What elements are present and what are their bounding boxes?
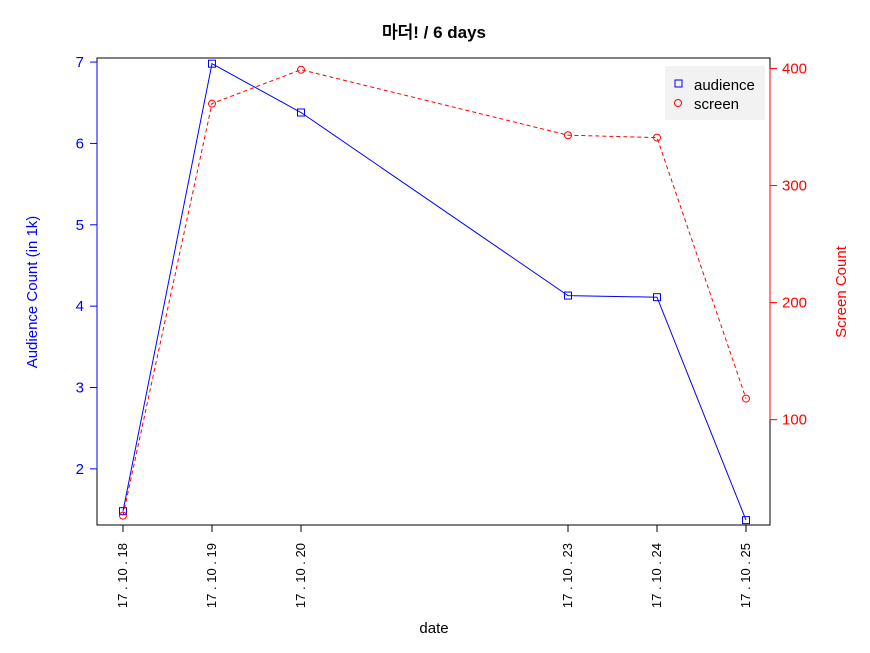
x-tick-label: 17 . 10 . 20	[293, 543, 308, 608]
legend-circle-marker-icon	[674, 99, 682, 107]
legend-entry-audience: audience	[694, 77, 755, 94]
data-point-screen	[119, 511, 127, 520]
x-axis-label: date	[419, 620, 448, 637]
x-tick-label: 17 . 10 . 18	[115, 543, 130, 608]
left-tick-label: 2	[76, 461, 84, 478]
right-tick-label: 300	[782, 178, 807, 195]
data-point-audience	[653, 293, 661, 302]
data-point-audience	[297, 108, 305, 117]
x-tick-label: 17 . 10 . 25	[738, 543, 753, 608]
data-point-screen	[297, 65, 305, 74]
data-point-audience	[564, 291, 572, 300]
legend-square-marker-icon	[674, 79, 683, 88]
data-point-audience	[208, 59, 216, 68]
x-axis: 17 . 10 . 18 17 . 10 . 19 17 . 10 . 20 17 .…	[115, 524, 753, 608]
data-point-screen	[653, 133, 661, 142]
legend: audience screen	[665, 66, 765, 120]
right-y-axis: 100 200 300 400	[769, 61, 807, 429]
legend-box	[665, 66, 765, 120]
x-tick-label: 17 . 10 . 19	[204, 543, 219, 608]
series-layer	[119, 59, 750, 525]
right-tick-label: 400	[782, 61, 807, 78]
left-y-axis-label: Audience Count (in 1k)	[24, 216, 41, 369]
right-tick-label: 100	[782, 412, 807, 429]
x-tick-label: 17 . 10 . 23	[560, 543, 575, 608]
left-tick-label: 6	[76, 135, 84, 152]
left-tick-label: 3	[76, 380, 84, 397]
series-line-audience	[122, 62, 747, 521]
right-tick-label: 200	[782, 295, 807, 312]
plot-frame	[96, 57, 771, 526]
data-point-audience	[742, 516, 750, 525]
data-point-screen	[564, 131, 572, 140]
data-point-screen	[208, 99, 216, 108]
chart-title: 마더! / 6 days	[382, 23, 486, 42]
legend-entry-screen: screen	[694, 96, 739, 113]
left-tick-label: 5	[76, 217, 84, 234]
right-y-axis-label: Screen Count	[833, 245, 850, 338]
left-tick-label: 7	[76, 54, 84, 71]
x-tick-label: 17 . 10 . 24	[649, 543, 664, 608]
left-y-axis: 2 3 4 5 6 7	[76, 54, 98, 478]
series-line-screen	[122, 69, 747, 516]
data-point-screen	[742, 394, 750, 403]
left-tick-label: 4	[76, 298, 84, 315]
